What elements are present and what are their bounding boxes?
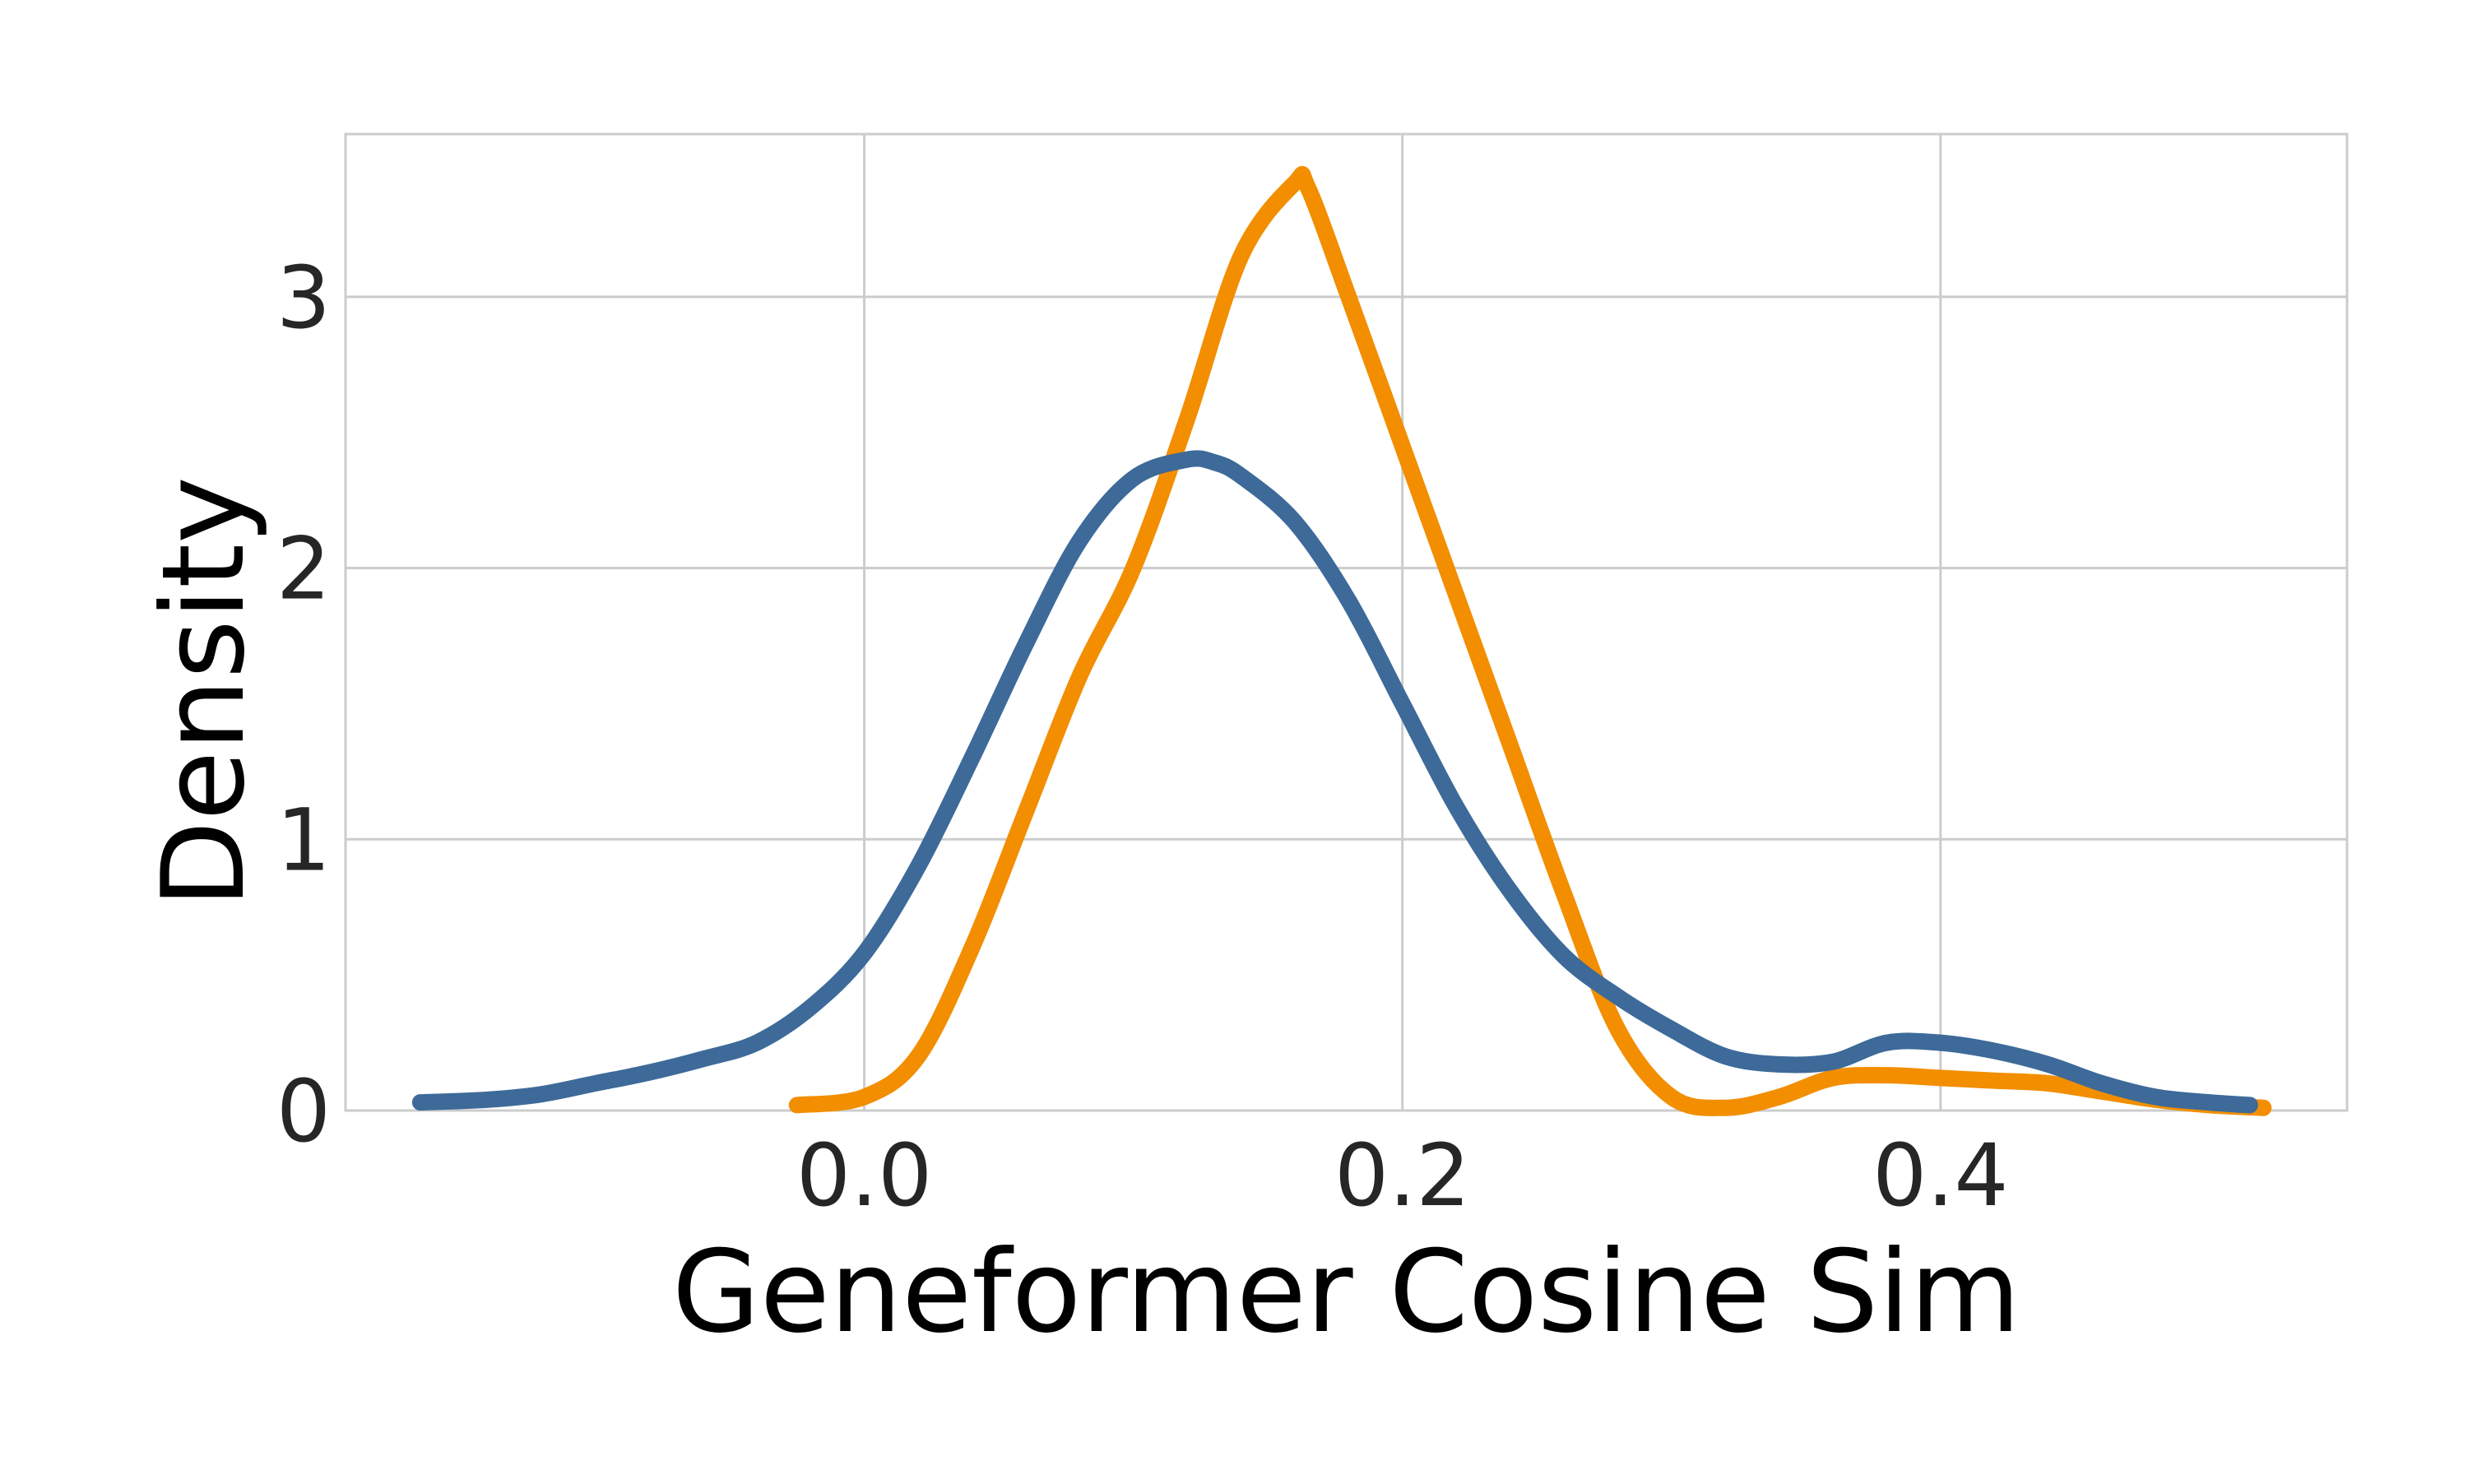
x-axis-label: Geneformer Cosine Sim (672, 1226, 2020, 1358)
density-curve-1 (788, 165, 2272, 1116)
y-tick-label: 3 (276, 248, 331, 348)
y-tick-label: 0 (276, 1061, 331, 1162)
plot-frame (344, 132, 2349, 1112)
x-tick-label: 0.2 (1334, 1125, 1470, 1226)
y-tick-label: 1 (276, 790, 331, 890)
density-curve-2 (411, 450, 2258, 1114)
x-tick-label: 0.0 (796, 1125, 932, 1226)
y-axis-label: Density (137, 476, 270, 908)
x-tick-label: 0.4 (1872, 1125, 2008, 1226)
y-tick-label: 2 (276, 519, 331, 619)
series-group (411, 165, 2272, 1116)
tick-labels: 0.0 0.2 0.4 0 1 2 3 (276, 248, 2009, 1226)
